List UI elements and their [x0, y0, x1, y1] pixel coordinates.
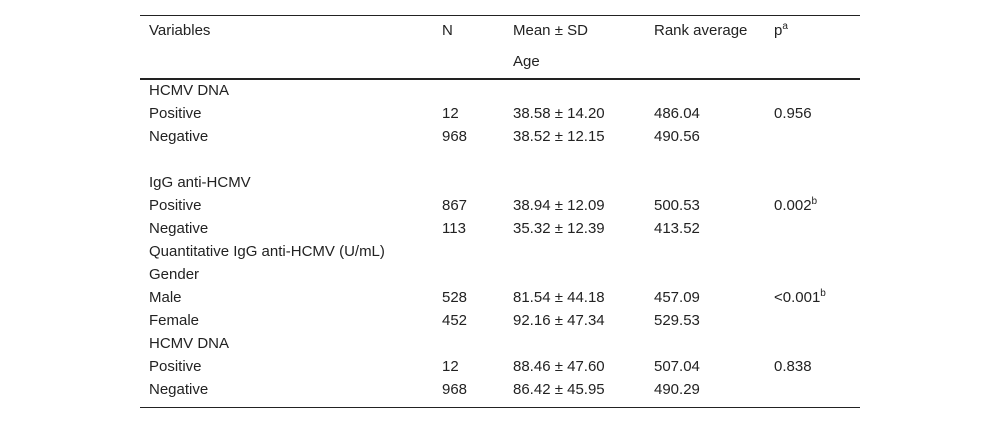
table-cell: 86.42 ± 45.95 [513, 381, 605, 398]
cell-text: <0.001 [774, 289, 821, 306]
table-cell: 490.29 [654, 381, 700, 398]
table-cell: 92.16 ± 47.34 [513, 312, 605, 329]
footnote-mark: b [811, 196, 818, 207]
table-cell: 968 [442, 128, 468, 145]
table-cell: 38.94 ± 12.09 [513, 197, 605, 214]
table-cell: 486.04 [654, 105, 700, 122]
header-cell: Rank average [654, 22, 748, 39]
table-cell: Male [149, 289, 182, 306]
table-cell: Female [149, 312, 200, 329]
table-cell: 457.09 [654, 289, 700, 306]
table-cell: 12 [442, 105, 459, 122]
table-cell: 0.002b [774, 197, 817, 215]
cell-text: 0.002 [774, 197, 812, 214]
table-cell: IgG anti-HCMV [149, 174, 251, 191]
table-cell: 528 [442, 289, 468, 306]
table-cell: Gender [149, 266, 200, 283]
table-cell: Quantitative IgG anti-HCMV (U/mL) [149, 243, 385, 260]
table-cell: <0.001b [774, 289, 826, 307]
table-cell: 490.56 [654, 128, 700, 145]
top-rule [140, 15, 860, 16]
table-cell: 413.52 [654, 220, 700, 237]
table-cell: Positive [149, 105, 202, 122]
table-cell: 0.956 [774, 105, 812, 122]
table-cell: 38.58 ± 14.20 [513, 105, 605, 122]
table-cell: Negative [149, 220, 209, 237]
header-cell: pa [774, 22, 788, 40]
table-cell: 35.32 ± 12.39 [513, 220, 605, 237]
table-cell: HCMV DNA [149, 82, 230, 99]
table-cell: HCMV DNA [149, 335, 230, 352]
footnote-mark: a [782, 21, 788, 32]
table-cell: 529.53 [654, 312, 700, 329]
table-cell: 452 [442, 312, 468, 329]
footnote-mark: b [820, 288, 826, 299]
header-rule [140, 78, 860, 80]
header-cell: Mean ± SD [513, 22, 588, 39]
subheader-cell: Age [513, 53, 540, 70]
header-cell: N [442, 22, 453, 39]
cell-text: p [774, 22, 783, 39]
table-cell: 0.838 [774, 358, 812, 375]
table-cell: 500.53 [654, 197, 700, 214]
table-cell: Positive [149, 358, 202, 375]
table-cell: 88.46 ± 47.60 [513, 358, 605, 375]
table-cell: Negative [149, 381, 209, 398]
table-cell: 81.54 ± 44.18 [513, 289, 605, 306]
bottom-rule [140, 407, 860, 408]
header-cell: Variables [149, 22, 211, 39]
table-cell: Positive [149, 197, 202, 214]
table-cell: 38.52 ± 12.15 [513, 128, 605, 145]
table-cell: 867 [442, 197, 468, 214]
table-cell: 113 [442, 220, 466, 237]
table-cell: 968 [442, 381, 468, 398]
table-cell: 507.04 [654, 358, 700, 375]
table-cell: 12 [442, 358, 459, 375]
table-cell: Negative [149, 128, 209, 145]
